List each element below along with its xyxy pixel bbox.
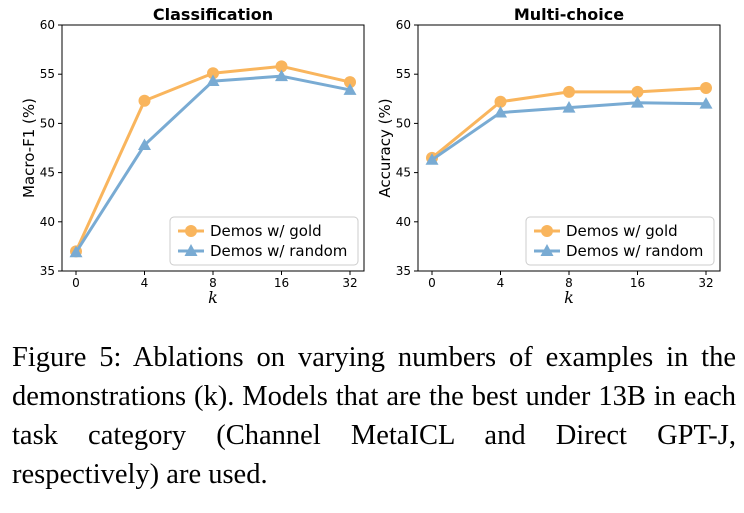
x-tick-label: 8 bbox=[209, 276, 217, 290]
y-tick-label: 60 bbox=[40, 18, 55, 32]
legend-label: Demos w/ random bbox=[566, 242, 703, 260]
chart-title: Multi-choice bbox=[514, 5, 624, 24]
figure-number: Figure 5: bbox=[12, 342, 122, 373]
y-tick-label: 50 bbox=[40, 116, 55, 130]
data-point-random bbox=[699, 97, 713, 109]
legend-box bbox=[169, 216, 359, 266]
y-tick-label: 40 bbox=[40, 215, 55, 229]
data-point-random bbox=[631, 96, 644, 108]
data-point-random bbox=[562, 101, 576, 113]
chart-panel-1: 35 40 45 50 55 60 0 4 8 16 32 Multi-choice k Accuracy… bbox=[376, 5, 721, 307]
x-tick-label: 32 bbox=[342, 276, 357, 290]
x-tick-label: 4 bbox=[141, 276, 149, 290]
x-axis-label: k bbox=[208, 288, 218, 307]
data-point-gold bbox=[563, 85, 575, 98]
x-tick-label: 32 bbox=[698, 276, 713, 290]
legend-label: Demos w/ random bbox=[210, 242, 347, 260]
legend: Demos w/ gold Demos w/ random bbox=[169, 216, 359, 266]
x-tick-label: 16 bbox=[274, 276, 289, 290]
y-tick-label: 60 bbox=[396, 18, 411, 32]
data-point-random bbox=[425, 153, 439, 165]
y-tick-label: 35 bbox=[40, 264, 55, 278]
y-tick-label: 55 bbox=[396, 67, 411, 81]
y-tick-label: 40 bbox=[396, 215, 411, 229]
legend: Demos w/ gold Demos w/ random bbox=[525, 216, 715, 266]
data-point-random bbox=[343, 83, 357, 95]
legend-marker-gold bbox=[185, 225, 197, 237]
data-point-gold bbox=[631, 85, 644, 98]
x-tick-label: 8 bbox=[565, 276, 573, 290]
data-point-gold bbox=[344, 76, 356, 89]
data-point-random bbox=[69, 245, 83, 258]
x-tick-label: 0 bbox=[72, 276, 80, 290]
x-tick-label: 4 bbox=[497, 276, 505, 290]
data-point-gold bbox=[138, 94, 151, 107]
y-tick-label: 35 bbox=[396, 264, 411, 278]
data-point-gold bbox=[275, 60, 288, 73]
x-tick-label: 0 bbox=[428, 276, 436, 290]
data-point-gold bbox=[494, 95, 507, 108]
data-point-gold bbox=[700, 81, 712, 94]
chart-title: Classification bbox=[153, 5, 273, 24]
y-tick-label: 45 bbox=[396, 166, 411, 180]
legend-marker-random bbox=[184, 244, 198, 256]
x-axis-label: k bbox=[564, 288, 574, 307]
y-tick-label: 45 bbox=[40, 166, 55, 180]
legend-box bbox=[525, 216, 715, 266]
y-tick-label: 55 bbox=[40, 67, 55, 81]
legend-label: Demos w/ gold bbox=[210, 222, 322, 240]
data-point-random bbox=[138, 138, 151, 150]
x-tick-label: 16 bbox=[630, 276, 645, 290]
figure-caption: Figure 5: Ablations on varying numbers o… bbox=[12, 338, 736, 494]
legend-label: Demos w/ gold bbox=[566, 222, 678, 240]
data-point-random bbox=[206, 74, 220, 87]
legend-marker-random bbox=[540, 244, 554, 256]
figure: 35 40 45 50 55 60 0 4 8 16 32 Classification k Macro-… bbox=[20, 5, 721, 307]
caption-text: Ablations on varying numbers of examples… bbox=[12, 342, 736, 490]
data-point-random bbox=[494, 105, 507, 118]
chart-panel-0: 35 40 45 50 55 60 0 4 8 16 32 Classification k Macro-… bbox=[20, 5, 365, 307]
y-axis-label: Macro-F1 (%) bbox=[20, 98, 38, 198]
data-point-random bbox=[275, 69, 288, 82]
legend-marker-gold bbox=[541, 225, 553, 237]
data-point-gold bbox=[207, 67, 219, 80]
y-axis-label: Accuracy (%) bbox=[376, 98, 394, 197]
series-line-gold bbox=[431, 86, 707, 160]
y-tick-label: 50 bbox=[396, 116, 411, 130]
